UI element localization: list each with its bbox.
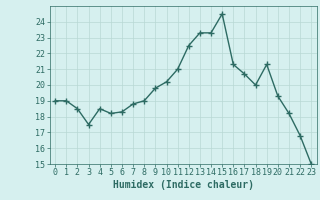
X-axis label: Humidex (Indice chaleur): Humidex (Indice chaleur) — [113, 180, 254, 190]
